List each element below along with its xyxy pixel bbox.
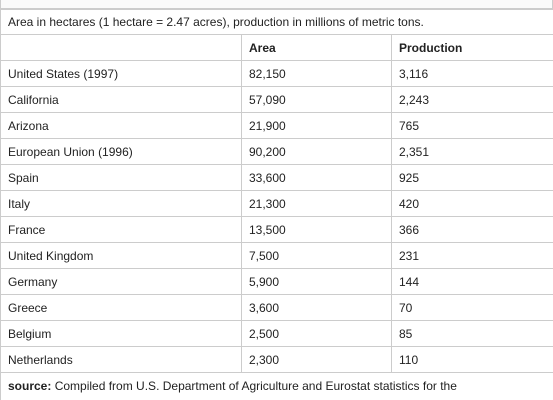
caption: Area in hectares (1 hectare = 2.47 acres… (0, 8, 553, 35)
cell: 110 (391, 346, 553, 373)
table-row: France 13,500 366 (0, 216, 553, 243)
row-label: Italy (0, 190, 242, 217)
source-label: source: (8, 379, 52, 393)
cell: 13,500 (241, 216, 392, 243)
table-row: Netherlands 2,300 110 (0, 346, 553, 373)
row-label: United Kingdom (0, 242, 242, 269)
row-label: European Union (1996) (0, 138, 242, 165)
source: source: Compiled from U.S. Department of… (0, 372, 553, 400)
cell: 85 (391, 320, 553, 347)
table-row: Germany 5,900 144 (0, 268, 553, 295)
table-row: European Union (1996) 90,200 2,351 (0, 138, 553, 165)
table-row: Belgium 2,500 85 (0, 320, 553, 347)
header-row: Area Production (0, 34, 553, 61)
table-row: United States (1997) 82,150 3,116 (0, 60, 553, 87)
cell: 21,300 (241, 190, 392, 217)
table-row: California 57,090 2,243 (0, 86, 553, 113)
row-label: Spain (0, 164, 242, 191)
cell: 2,351 (391, 138, 553, 165)
cell: 2,300 (241, 346, 392, 373)
cell: 144 (391, 268, 553, 295)
cell: 366 (391, 216, 553, 243)
cell: 70 (391, 294, 553, 321)
cell: 765 (391, 112, 553, 139)
row-label: Belgium (0, 320, 242, 347)
cell: 90,200 (241, 138, 392, 165)
cell: 420 (391, 190, 553, 217)
caption-row: Area in hectares (1 hectare = 2.47 acres… (0, 8, 553, 35)
cell: 925 (391, 164, 553, 191)
data-table: Area in hectares (1 hectare = 2.47 acres… (0, 8, 553, 400)
cell: 5,900 (241, 268, 392, 295)
column-header: Area (241, 34, 392, 61)
cell: 2,243 (391, 86, 553, 113)
cell: 57,090 (241, 86, 392, 113)
row-label: United States (1997) (0, 60, 242, 87)
row-label: Netherlands (0, 346, 242, 373)
cell: 82,150 (241, 60, 392, 87)
row-label: France (0, 216, 242, 243)
column-header: Production (391, 34, 553, 61)
table-row: United Kingdom 7,500 231 (0, 242, 553, 269)
row-label: California (0, 86, 242, 113)
cell: 3,116 (391, 60, 553, 87)
cell: 21,900 (241, 112, 392, 139)
row-label: Greece (0, 294, 242, 321)
table-row: Italy 21,300 420 (0, 190, 553, 217)
row-label: Germany (0, 268, 242, 295)
source-text: Compiled from U.S. Department of Agricul… (54, 379, 457, 393)
table-row: Greece 3,600 70 (0, 294, 553, 321)
cell: 2,500 (241, 320, 392, 347)
cell: 7,500 (241, 242, 392, 269)
cell: 33,600 (241, 164, 392, 191)
table-row: Spain 33,600 925 (0, 164, 553, 191)
column-header (0, 34, 242, 61)
row-label: Arizona (0, 112, 242, 139)
cell: 3,600 (241, 294, 392, 321)
table-row: Arizona 21,900 765 (0, 112, 553, 139)
cell: 231 (391, 242, 553, 269)
source-row: source: Compiled from U.S. Department of… (0, 372, 553, 400)
